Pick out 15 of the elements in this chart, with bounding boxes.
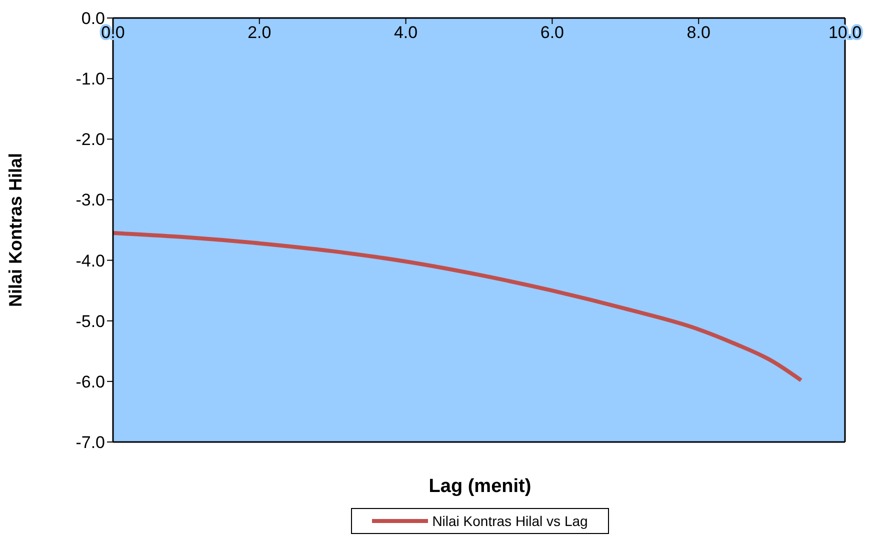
y-axis-title: Nilai Kontras Hilal	[5, 152, 26, 308]
x-tick-label: 6.0	[540, 23, 564, 42]
legend-label: Nilai Kontras Hilal vs Lag	[432, 513, 588, 529]
line-series	[113, 231, 804, 382]
y-tick-label: -6.0	[76, 372, 105, 392]
y-tick-label: -7.0	[76, 433, 105, 452]
y-tick-label: -4.0	[76, 251, 105, 270]
x-axis-title: Lag (menit)	[428, 476, 532, 498]
y-tick-label: -3.0	[76, 190, 105, 210]
y-tick-label: -5.0	[76, 312, 105, 331]
x-tick-label: 2.0	[248, 23, 272, 42]
y-tick-label: -1.0	[76, 70, 105, 89]
x-tick-label: 4.0	[394, 23, 418, 42]
x-tick-label: 8.0	[686, 23, 710, 42]
y-tick-label: -2.0	[76, 130, 105, 150]
